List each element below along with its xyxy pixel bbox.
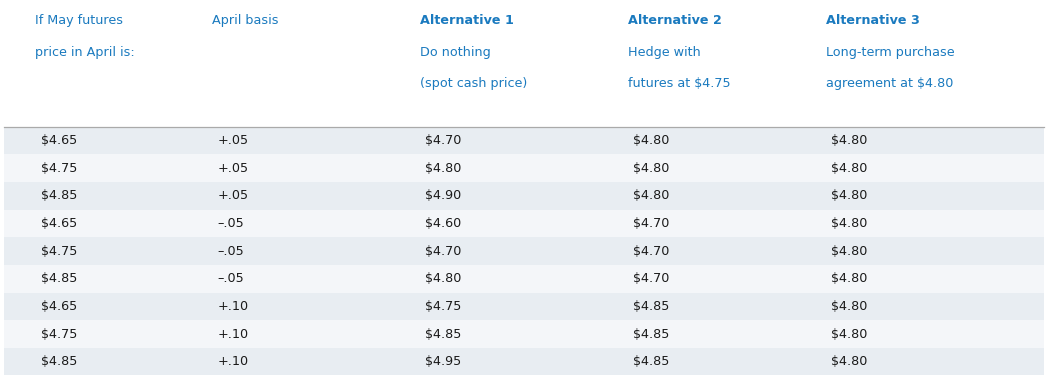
Text: $4.80: $4.80: [831, 134, 867, 147]
Text: +.10: +.10: [217, 300, 248, 313]
Text: Alternative 3: Alternative 3: [826, 14, 919, 27]
Text: Long-term purchase: Long-term purchase: [826, 45, 954, 58]
Text: $4.80: $4.80: [831, 328, 867, 341]
Text: $4.75: $4.75: [41, 162, 77, 175]
Text: $4.90: $4.90: [425, 189, 461, 202]
Text: +.10: +.10: [217, 356, 248, 368]
Text: Do nothing: Do nothing: [420, 45, 490, 58]
Text: $4.80: $4.80: [831, 189, 867, 202]
Text: +.05: +.05: [217, 134, 248, 147]
Text: $4.80: $4.80: [633, 162, 670, 175]
Text: $4.80: $4.80: [633, 134, 670, 147]
Bar: [4, 182, 1044, 210]
Text: –.05: –.05: [217, 217, 244, 230]
Text: agreement at $4.80: agreement at $4.80: [826, 77, 953, 90]
Bar: [4, 154, 1044, 182]
Text: $4.65: $4.65: [41, 217, 77, 230]
Text: $4.80: $4.80: [425, 272, 461, 285]
Bar: [4, 348, 1044, 375]
Bar: [4, 293, 1044, 320]
Text: $4.70: $4.70: [425, 134, 461, 147]
Text: $4.80: $4.80: [425, 162, 461, 175]
Text: (spot cash price): (spot cash price): [420, 77, 527, 90]
Text: Hedge with: Hedge with: [628, 45, 701, 58]
Bar: [4, 265, 1044, 293]
Text: $4.80: $4.80: [633, 189, 670, 202]
Text: +.05: +.05: [217, 189, 248, 202]
Text: $4.85: $4.85: [633, 300, 670, 313]
Text: $4.75: $4.75: [425, 300, 461, 313]
Text: If May futures: If May futures: [36, 14, 124, 27]
Text: $4.80: $4.80: [831, 300, 867, 313]
Text: April basis: April basis: [212, 14, 279, 27]
Text: $4.75: $4.75: [41, 328, 77, 341]
Text: $4.95: $4.95: [425, 356, 461, 368]
Bar: [4, 127, 1044, 154]
Text: +.10: +.10: [217, 328, 248, 341]
Text: $4.65: $4.65: [41, 300, 77, 313]
Text: $4.85: $4.85: [633, 328, 670, 341]
Text: price in April is:: price in April is:: [36, 45, 135, 58]
Text: $4.65: $4.65: [41, 134, 77, 147]
Text: Alternative 1: Alternative 1: [420, 14, 514, 27]
Text: $4.70: $4.70: [633, 217, 670, 230]
Bar: [4, 237, 1044, 265]
Text: $4.85: $4.85: [41, 189, 77, 202]
Text: $4.85: $4.85: [425, 328, 461, 341]
Text: –.05: –.05: [217, 245, 244, 258]
Bar: [4, 210, 1044, 237]
Text: $4.70: $4.70: [425, 245, 461, 258]
Text: –.05: –.05: [217, 272, 244, 285]
Text: $4.80: $4.80: [831, 356, 867, 368]
Text: $4.60: $4.60: [425, 217, 461, 230]
Text: futures at $4.75: futures at $4.75: [628, 77, 730, 90]
Text: $4.70: $4.70: [633, 272, 670, 285]
Text: $4.80: $4.80: [831, 272, 867, 285]
Text: $4.80: $4.80: [831, 217, 867, 230]
Text: $4.80: $4.80: [831, 162, 867, 175]
Text: $4.80: $4.80: [831, 245, 867, 258]
Text: $4.75: $4.75: [41, 245, 77, 258]
Bar: [4, 320, 1044, 348]
Text: $4.85: $4.85: [633, 356, 670, 368]
Text: $4.85: $4.85: [41, 272, 77, 285]
Text: $4.70: $4.70: [633, 245, 670, 258]
Text: $4.85: $4.85: [41, 356, 77, 368]
Text: Alternative 2: Alternative 2: [628, 14, 722, 27]
Text: +.05: +.05: [217, 162, 248, 175]
